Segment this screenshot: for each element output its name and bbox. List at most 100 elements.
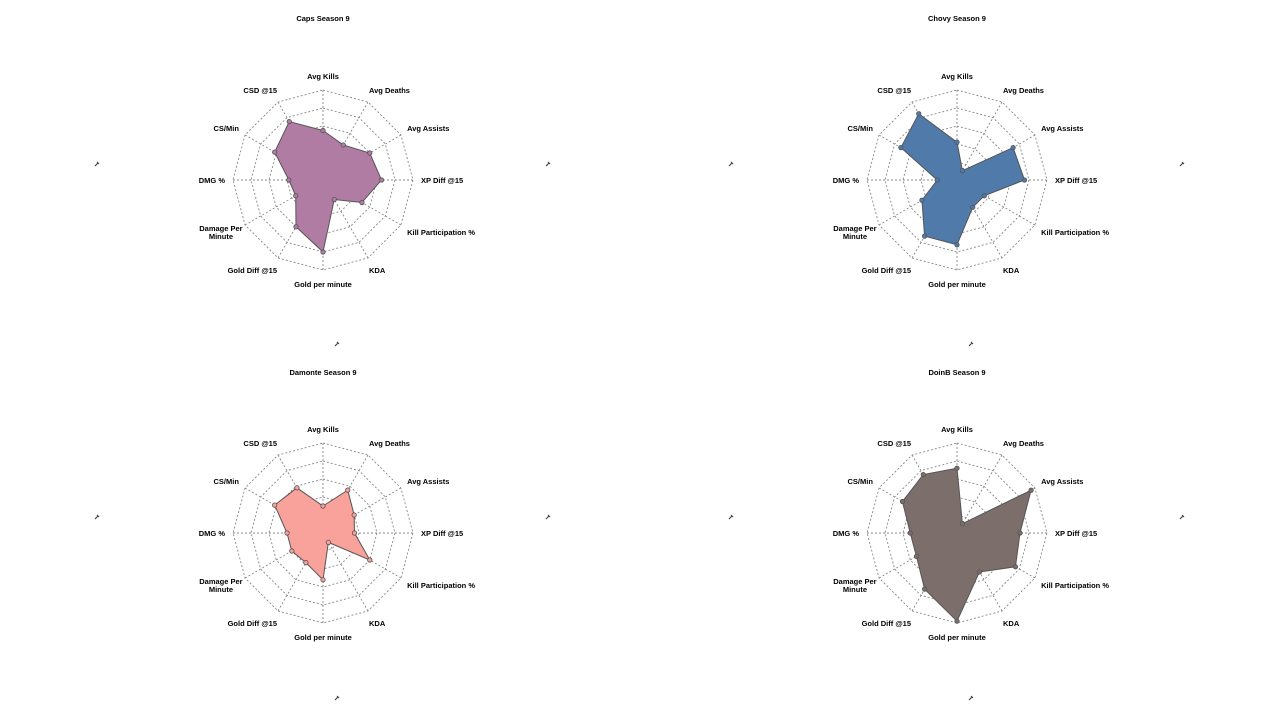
axis-label-6: KDA <box>369 619 386 628</box>
data-point-11 <box>899 498 906 505</box>
data-point-9 <box>289 548 295 554</box>
axis-label-7: Gold per minute <box>294 280 352 289</box>
axis-label-5: Kill Participation % <box>407 581 475 590</box>
radar-chart-1: Caps Season 9 Avg Kills Avg Deaths Avg Assi… <box>94 14 551 347</box>
data-point-7 <box>954 618 960 624</box>
axis-label-9: Damage Per Minute <box>199 224 242 241</box>
grid-spoke <box>956 179 1036 226</box>
axis-label-12: CSD @15 <box>877 86 911 95</box>
pin-mark-left <box>94 514 100 520</box>
data-point-10 <box>286 177 292 183</box>
axis-label-8: Gold Diff @15 <box>862 266 911 275</box>
axis-label-3: Avg Assists <box>407 477 449 486</box>
axis-label-4: XP Diff @15 <box>421 529 463 538</box>
axis-label-4: XP Diff @15 <box>1055 176 1097 185</box>
axis-label-5: Kill Participation % <box>1041 581 1109 590</box>
grid-spoke <box>322 179 369 259</box>
data-area <box>274 120 383 253</box>
data-point-12 <box>294 485 300 491</box>
grid-spoke <box>244 532 324 579</box>
chart-title: DoinB Season 9 <box>928 368 985 377</box>
axis-label-1: Avg Kills <box>941 72 973 81</box>
data-point-4 <box>378 177 385 183</box>
axis-label-12: CSD @15 <box>877 439 911 448</box>
pin-mark-left <box>94 161 100 167</box>
axis-label-6: KDA <box>1003 619 1020 628</box>
data-point-3 <box>1010 145 1016 151</box>
data-point-11 <box>272 502 278 508</box>
pin-mark-right <box>1179 161 1185 167</box>
axis-label-4: XP Diff @15 <box>421 176 463 185</box>
axis-label-3: Avg Assists <box>1041 477 1083 486</box>
data-point-1 <box>320 503 326 509</box>
axis-label-9: Damage Per Minute <box>833 224 876 241</box>
data-point-6 <box>331 196 337 203</box>
chart-title: Caps Season 9 <box>296 14 349 23</box>
axis-label-8: Gold Diff @15 <box>228 619 277 628</box>
data-point-3 <box>1028 487 1034 493</box>
data-area <box>901 467 1032 623</box>
axis-label-5: Kill Participation % <box>407 228 475 237</box>
data-point-9 <box>919 197 925 203</box>
data-point-9 <box>293 193 299 199</box>
data-point-1 <box>954 465 960 471</box>
pin-mark-left <box>728 514 734 520</box>
grid-spoke <box>956 454 1003 534</box>
data-point-8 <box>921 233 928 239</box>
axis-label-7: Gold per minute <box>294 633 352 642</box>
data-point-1 <box>320 127 326 134</box>
data-point-8 <box>303 560 309 566</box>
grid-spoke <box>244 179 324 226</box>
axis-label-3: Avg Assists <box>1041 124 1083 133</box>
data-point-9 <box>913 553 920 560</box>
axis-label-11: CS/Min <box>214 124 240 133</box>
axis-label-9: Damage Per Minute <box>833 577 876 594</box>
data-point-3 <box>351 512 357 518</box>
data-point-12 <box>920 471 926 478</box>
axis-label-10: DMG % <box>833 529 860 538</box>
axis-label-10: DMG % <box>199 176 226 185</box>
data-point-2 <box>959 168 966 174</box>
grid-spoke <box>322 101 369 181</box>
chart-title: Chovy Season 9 <box>928 14 986 23</box>
data-point-7 <box>320 577 326 583</box>
radar-chart-4: DoinB Season 9 Avg Kills Avg Deaths Avg Ass… <box>728 368 1185 701</box>
axis-label-2: Avg Deaths <box>1003 439 1044 448</box>
axis-label-9: Damage Per Minute <box>199 577 242 594</box>
data-point-5 <box>981 193 987 199</box>
data-point-10 <box>934 177 940 183</box>
data-point-5 <box>359 199 365 206</box>
data-point-6 <box>970 204 976 210</box>
pin-mark-bottom <box>968 695 974 701</box>
axis-label-8: Gold Diff @15 <box>228 266 277 275</box>
data-point-4 <box>1017 530 1023 536</box>
grid-spoke <box>956 101 1003 181</box>
data-point-6 <box>325 539 331 545</box>
data-point-2 <box>345 487 351 493</box>
axis-label-2: Avg Deaths <box>369 86 410 95</box>
data-point-11 <box>898 145 904 151</box>
axis-label-10: DMG % <box>833 176 860 185</box>
data-area <box>900 112 1026 246</box>
axis-label-12: CSD @15 <box>243 86 277 95</box>
axis-label-11: CS/Min <box>848 124 874 133</box>
axis-label-2: Avg Deaths <box>1003 86 1044 95</box>
pin-mark-bottom <box>968 341 974 347</box>
axis-label-10: DMG % <box>199 529 226 538</box>
axis-label-5: Kill Participation % <box>1041 228 1109 237</box>
grid-spoke <box>956 179 1003 259</box>
data-point-8 <box>921 586 928 592</box>
axis-label-1: Avg Kills <box>307 72 339 81</box>
data-point-2 <box>959 521 966 527</box>
data-point-4 <box>351 530 358 536</box>
grid-spoke <box>322 487 402 534</box>
pin-mark-bottom <box>334 341 340 347</box>
data-point-10 <box>284 530 290 536</box>
axis-label-7: Gold per minute <box>928 280 986 289</box>
radar-chart-3: Damonte Season 9 Avg Kills Avg Deaths Avg A… <box>94 368 551 701</box>
data-point-8 <box>293 224 299 230</box>
data-point-11 <box>272 149 278 155</box>
data-point-5 <box>1012 564 1019 570</box>
data-point-10 <box>907 530 913 536</box>
axis-label-11: CS/Min <box>848 477 874 486</box>
